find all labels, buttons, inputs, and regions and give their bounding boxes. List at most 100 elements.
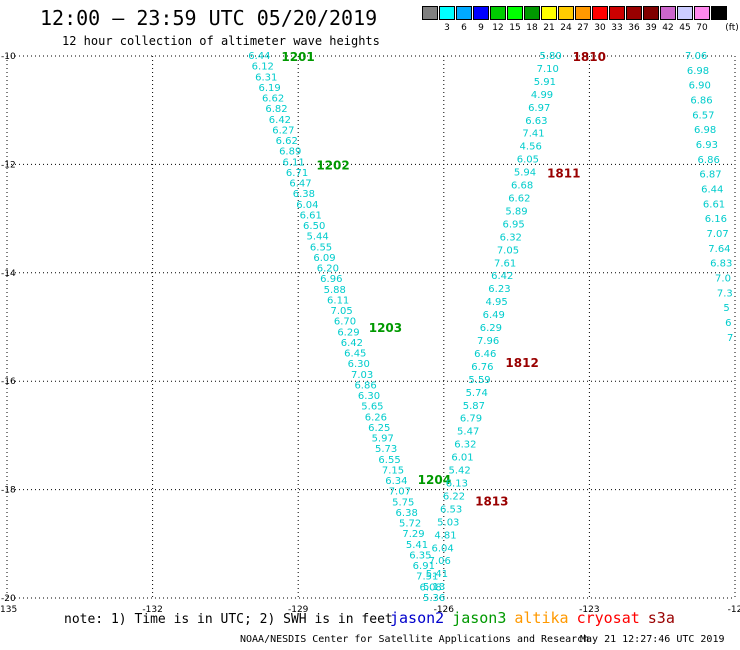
wave-height-value: 4.95 — [485, 297, 507, 308]
colorbar-label: 21 — [543, 23, 555, 33]
footer-timestamp: May 21 12:27:46 UTC 2019 — [580, 634, 725, 645]
colorbar-label: 45 — [679, 23, 691, 33]
wave-height-value: 7.41 — [522, 129, 544, 140]
wave-height-value: 6.38 — [396, 508, 418, 519]
wave-height-value: 6.08 — [420, 582, 442, 593]
wave-height-value: 6.44 — [701, 185, 723, 196]
x-tick-label: -129 — [288, 605, 309, 615]
colorbar-label: 6 — [461, 23, 467, 33]
legend-cryosat: cryosat — [576, 609, 640, 627]
wave-height-value: 7.06 — [429, 556, 451, 567]
wave-height-value: 5.73 — [375, 444, 397, 455]
colorbar-swatch — [541, 6, 557, 20]
colorbar-swatch — [575, 6, 591, 20]
pass-time-label: 1810 — [573, 50, 606, 64]
wave-height-value: 7.61 — [494, 258, 516, 269]
wave-height-value: 5.59 — [468, 375, 490, 386]
wave-height-value: 6.25 — [368, 423, 390, 434]
wave-height-value: 5.72 — [399, 519, 421, 530]
x-tick-label: -132 — [142, 605, 162, 615]
wave-height-value: 6.97 — [528, 103, 550, 114]
wave-height-value: 5.75 — [392, 497, 414, 508]
wave-height-value: 5.74 — [466, 388, 488, 399]
wave-height-value: 6.62 — [508, 194, 530, 205]
wave-height-value: 6.12 — [252, 62, 274, 73]
wave-height-value: 6.70 — [334, 317, 356, 328]
wave-height-value: 5.88 — [324, 285, 346, 296]
wave-height-value: 6.09 — [313, 253, 335, 264]
colorbar-swatch — [524, 6, 540, 20]
wave-height-value: 5.03 — [437, 517, 459, 528]
wave-height-value: 5.42 — [449, 466, 471, 477]
pass-time-label: 1203 — [369, 321, 402, 335]
y-tick-label: -14 — [1, 269, 16, 279]
wave-height-value: 6.30 — [348, 359, 370, 370]
wave-height-value: 7.96 — [477, 336, 499, 347]
colorbar-unit: (ft) — [725, 23, 739, 33]
legend-jason3: jason3 — [452, 609, 507, 627]
wave-height-value: 5.89 — [505, 206, 527, 217]
colorbar-label: 3 — [444, 23, 450, 33]
wave-height-value: 6.61 — [703, 199, 725, 210]
colorbar-swatch — [439, 6, 455, 20]
colorbar-swatch — [473, 6, 489, 20]
wave-height-value: 7.15 — [382, 465, 404, 476]
wave-height-value: 6.16 — [705, 214, 727, 225]
colorbar-swatch — [660, 6, 676, 20]
wave-height-value: 6.62 — [262, 94, 284, 105]
wave-height-value: 6.93 — [696, 140, 718, 151]
wave-height-value: 6.32 — [500, 232, 522, 243]
wave-height-value: 5.94 — [514, 168, 536, 179]
wave-height-value: 6.49 — [483, 310, 505, 321]
colorbar-label: 27 — [577, 23, 589, 33]
y-tick-label: -16 — [1, 377, 16, 387]
wave-height-value: 7.3 — [717, 288, 733, 299]
colorbar-label: 70 — [696, 23, 708, 33]
wave-height-value: 6.04 — [431, 543, 453, 554]
wave-height-value: 6.63 — [525, 116, 547, 127]
colorbar-swatch — [507, 6, 523, 20]
x-tick-label: -126 — [434, 605, 455, 615]
colorbar-label: 30 — [594, 23, 606, 33]
wave-height-value: 6.50 — [303, 221, 325, 232]
wave-height-value: 6.05 — [517, 155, 539, 166]
colorbar-swatch — [626, 6, 642, 20]
colorbar-swatch — [558, 6, 574, 20]
wave-height-value: 6.29 — [480, 323, 502, 334]
wave-height-value: 6.27 — [272, 125, 294, 136]
wave-height-value: 7.0 — [715, 274, 731, 285]
wave-height-value: 6.98 — [687, 66, 709, 77]
wave-height-value: 7.05 — [497, 245, 519, 256]
wave-height-value: 6 — [725, 318, 731, 329]
wave-height-value: 6.98 — [694, 125, 716, 136]
wave-height-value: 6.82 — [265, 104, 287, 115]
wave-height-value: 6.11 — [282, 157, 304, 168]
colorbar-label: 15 — [509, 23, 521, 33]
pass-time-label: 1204 — [418, 473, 451, 487]
wave-height-value: 6.71 — [286, 168, 308, 179]
colorbar-label: 12 — [492, 23, 504, 33]
legend-altika: altika — [514, 609, 569, 627]
wave-height-value: 7.10 — [537, 64, 559, 75]
wave-height-value: 6.01 — [451, 453, 473, 464]
wave-height-value: 6.47 — [289, 179, 311, 190]
wave-height-value: 6.96 — [320, 274, 342, 285]
pass-time-label: 1812 — [505, 356, 538, 370]
wave-height-value: 6.62 — [276, 136, 298, 147]
wave-height-value: 6.83 — [710, 259, 732, 270]
wave-height-value: 6.95 — [503, 219, 525, 230]
wave-height-value: 5.80 — [539, 51, 561, 62]
wave-height-value: 6.20 — [317, 264, 339, 275]
x-tick-label: -123 — [579, 605, 599, 615]
note-text: note: 1) Time is in UTC; 2) SWH is in fe… — [64, 612, 393, 627]
wave-height-value: 6.13 — [446, 479, 468, 490]
wave-height-value: 6.26 — [365, 412, 387, 423]
colorbar-swatch — [694, 6, 710, 20]
wave-height-value: 6.87 — [699, 170, 721, 181]
wave-height-value: 5.65 — [361, 402, 383, 413]
x-tick-label: -12 — [728, 605, 740, 615]
wave-height-value: 7.29 — [402, 529, 424, 540]
y-tick-label: -10 — [1, 52, 16, 62]
chart-title: 12:00 – 23:59 UTC 05/20/2019 — [40, 6, 378, 30]
wave-height-value: 6.22 — [443, 491, 465, 502]
